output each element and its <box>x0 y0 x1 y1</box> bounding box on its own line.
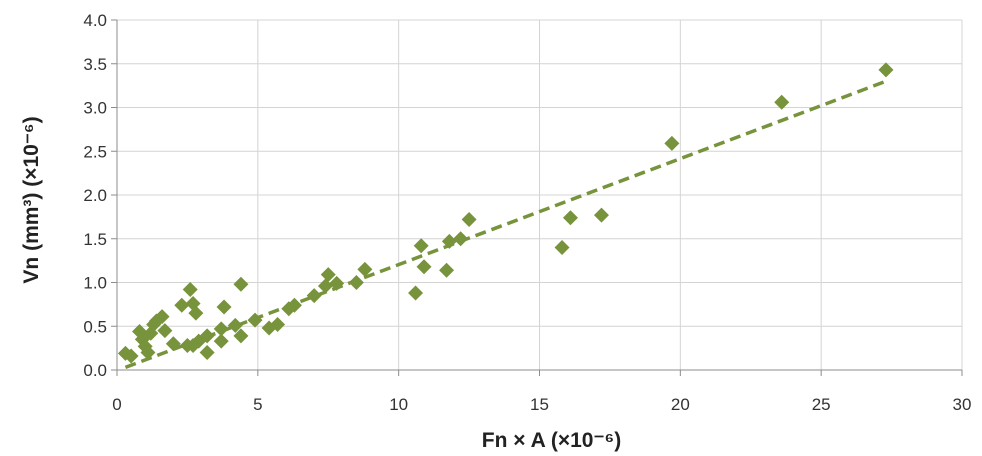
chart-gridlines <box>117 19 963 370</box>
data-point <box>329 275 345 291</box>
y-tick-label: 3.5 <box>83 55 107 74</box>
x-tick-label: 10 <box>389 395 408 414</box>
y-axis-title: Vn (mm³) (×10⁻⁶) <box>20 116 43 283</box>
data-point <box>199 328 215 344</box>
y-tick-label: 0.0 <box>83 361 107 380</box>
data-point <box>348 275 364 290</box>
data-point <box>320 267 336 283</box>
data-point <box>247 312 263 328</box>
data-point <box>413 238 429 254</box>
x-tick-label: 30 <box>953 395 972 414</box>
data-point <box>439 262 455 278</box>
y-tick-label: 4.0 <box>83 11 107 30</box>
x-tick-label: 0 <box>112 395 121 414</box>
x-tick-label: 20 <box>671 395 690 414</box>
data-point <box>286 297 302 313</box>
data-point <box>213 321 229 337</box>
data-point <box>140 345 156 360</box>
y-tick-label: 2.0 <box>83 186 107 205</box>
data-point <box>593 207 609 223</box>
data-point <box>213 333 229 349</box>
data-point <box>416 259 432 275</box>
data-point <box>357 261 373 277</box>
y-tick-label: 3.0 <box>83 99 107 118</box>
data-point <box>154 309 170 325</box>
data-point <box>562 210 578 226</box>
x-tick-label: 25 <box>812 395 831 414</box>
data-point <box>157 323 173 339</box>
data-point <box>408 285 424 301</box>
x-tick-label: 5 <box>253 395 262 414</box>
x-axis-title: Fn × A (×10⁻⁶) <box>482 429 621 452</box>
data-point <box>123 348 139 364</box>
data-point <box>774 94 790 110</box>
data-point <box>233 328 249 344</box>
chart-tick-labels: 0.0 0.5 1.0 1.5 2.0 2.5 3.0 3.5 4.0 0 5 10 15 20 25 30 <box>83 11 971 414</box>
data-point <box>216 299 232 315</box>
data-point <box>554 240 570 255</box>
chart-axes <box>111 19 963 376</box>
data-point <box>227 317 243 333</box>
data-point <box>182 282 198 297</box>
data-point <box>188 305 204 321</box>
data-point <box>199 345 215 360</box>
data-point <box>878 62 894 78</box>
data-point <box>165 336 181 352</box>
data-point <box>270 317 286 332</box>
x-tick-label: 15 <box>530 395 549 414</box>
y-tick-label: 0.5 <box>83 317 107 336</box>
y-tick-label: 1.5 <box>83 230 107 249</box>
data-point <box>441 233 457 249</box>
data-point <box>317 278 333 294</box>
data-point <box>664 135 680 151</box>
data-point <box>461 212 477 227</box>
y-tick-label: 1.0 <box>83 274 107 293</box>
y-tick-label: 2.5 <box>83 142 107 161</box>
data-point <box>453 231 469 247</box>
data-point <box>233 276 249 292</box>
data-point <box>174 297 190 313</box>
data-point <box>306 288 322 304</box>
data-points <box>117 62 894 364</box>
